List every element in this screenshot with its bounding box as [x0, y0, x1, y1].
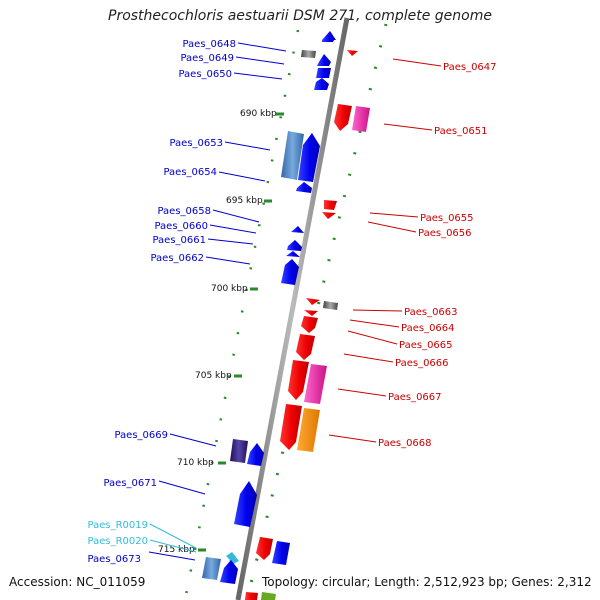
- gene-label[interactable]: Paes_0648: [182, 39, 236, 50]
- gene-arrow-paes-0668[interactable]: [280, 404, 302, 450]
- minus-gene-labels: Paes_0647 Paes_0651 Paes_0655 Paes_0656 …: [378, 62, 497, 449]
- rna-leader-lines: [149, 523, 197, 553]
- gene-box-paes-0668b[interactable]: [297, 408, 320, 452]
- scale-label: 705 kbp: [195, 371, 232, 381]
- gene-label[interactable]: Paes_0660: [154, 221, 208, 232]
- gene-arrow-paes-0673b[interactable]: [220, 560, 238, 584]
- gene-arrow-paes-0655[interactable]: [324, 200, 337, 210]
- gene-label[interactable]: Paes_0649: [180, 53, 234, 64]
- gene-label[interactable]: Paes_0668: [378, 438, 432, 449]
- gene-label[interactable]: Paes_0667: [388, 392, 442, 403]
- gene-box-paes-0651b[interactable]: [352, 106, 370, 132]
- scale-label: 710 kbp: [177, 458, 214, 468]
- gene-label[interactable]: Paes_0665: [399, 340, 453, 351]
- gene-label[interactable]: Paes_0653: [169, 138, 223, 149]
- gene-label[interactable]: Paes_0664: [401, 323, 455, 334]
- gene-arrow-paes-0658[interactable]: [291, 226, 304, 233]
- gene-arrow-paes-0654b[interactable]: [296, 182, 312, 193]
- gene-label[interactable]: Paes_0651: [434, 126, 488, 137]
- plus-gene-labels: Paes_0648 Paes_0649 Paes_0650 Paes_0653 …: [87, 39, 236, 565]
- gene-arrow-paes-0666[interactable]: [296, 334, 315, 360]
- gene-arrow-bottom-green-partial[interactable]: [261, 592, 276, 600]
- plus-strand-features: [202, 31, 336, 584]
- scale-label: 690 kbp: [240, 109, 277, 119]
- minus-leader-lines: [328, 58, 442, 443]
- gene-arrow-paes-0650[interactable]: [316, 68, 331, 78]
- gene-arrow-bottom-red-partial[interactable]: [245, 592, 258, 600]
- gene-arrow-paes-0660[interactable]: [287, 240, 302, 251]
- gene-box-paes-0653[interactable]: [281, 131, 304, 180]
- gene-label[interactable]: Paes_0662: [150, 253, 204, 264]
- topology-summary: Topology: circular; Length: 2,512,923 bp…: [262, 575, 592, 589]
- gene-label[interactable]: Paes_0673: [87, 554, 141, 565]
- gene-arrow-paes-0663[interactable]: [306, 298, 320, 305]
- gene-label[interactable]: Paes_0655: [420, 213, 474, 224]
- gene-arrow-paes-0664[interactable]: [304, 310, 318, 316]
- gene-label[interactable]: Paes_0654: [163, 167, 217, 178]
- gene-label[interactable]: Paes_0661: [152, 235, 206, 246]
- inner-tick-ring: [183, 29, 300, 600]
- gene-label[interactable]: Paes_0647: [443, 62, 497, 73]
- gene-label[interactable]: Paes_0658: [157, 206, 211, 217]
- accession-label: Accession: NC_011059: [9, 575, 146, 589]
- gene-arrow-paes-0654[interactable]: [298, 133, 320, 182]
- minus-strand-features: [245, 50, 370, 600]
- gene-arrow-minus-bottom[interactable]: [256, 537, 273, 560]
- genome-title: Prosthecochloris aestuarii DSM 271, comp…: [108, 8, 492, 24]
- genome-backbone: [235, 17, 350, 600]
- scale-label: 715 kbp: [158, 545, 195, 555]
- gene-label[interactable]: Paes_0663: [404, 307, 458, 318]
- plus-leader-lines: [148, 42, 287, 561]
- gene-arrow-paes-0665[interactable]: [301, 316, 318, 333]
- scale-major-ticks: [198, 112, 284, 552]
- gene-arrow-paes-0671[interactable]: [234, 481, 257, 527]
- gene-label[interactable]: Paes_0671: [103, 478, 157, 489]
- gene-box-paes-0673[interactable]: [202, 557, 221, 580]
- gene-label[interactable]: Paes_0650: [178, 69, 232, 80]
- gene-label[interactable]: Paes_0669: [114, 430, 168, 441]
- gene-arrow-paes-0649[interactable]: [317, 54, 331, 66]
- gene-arrow-paes-0669b[interactable]: [247, 443, 264, 466]
- gene-box-paes-0669[interactable]: [230, 439, 248, 463]
- scale-label: 695 kbp: [226, 196, 263, 206]
- scale-labels: 690 kbp 695 kbp 700 kbp 705 kbp 710 kbp …: [158, 109, 277, 555]
- gene-box-paes-0667b[interactable]: [304, 364, 327, 404]
- gene-arrow-paes-0656[interactable]: [322, 212, 336, 219]
- gene-arrow-paes-0662[interactable]: [281, 259, 299, 285]
- gene-arrow-paes-0661[interactable]: [286, 251, 300, 257]
- gene-arrow-plus-bottom[interactable]: [272, 541, 290, 565]
- gene-arrow-paes-0648[interactable]: [322, 31, 336, 42]
- gene-arrow-paes-0651[interactable]: [334, 104, 352, 131]
- gene-arrow-paes-0667[interactable]: [288, 360, 309, 400]
- gene-label[interactable]: Paes_0656: [418, 228, 472, 239]
- gene-label[interactable]: Paes_0666: [395, 358, 449, 369]
- gene-arrow-paes-0650b[interactable]: [314, 78, 329, 90]
- gene-arrow-gray[interactable]: [301, 50, 316, 58]
- gene-label[interactable]: Paes_R0020: [88, 536, 148, 547]
- gene-arrow-paes-0647[interactable]: [347, 50, 358, 56]
- gene-label[interactable]: Paes_R0019: [88, 520, 148, 531]
- gene-box-paes-0663b[interactable]: [323, 301, 338, 310]
- scale-label: 700 kbp: [211, 284, 248, 294]
